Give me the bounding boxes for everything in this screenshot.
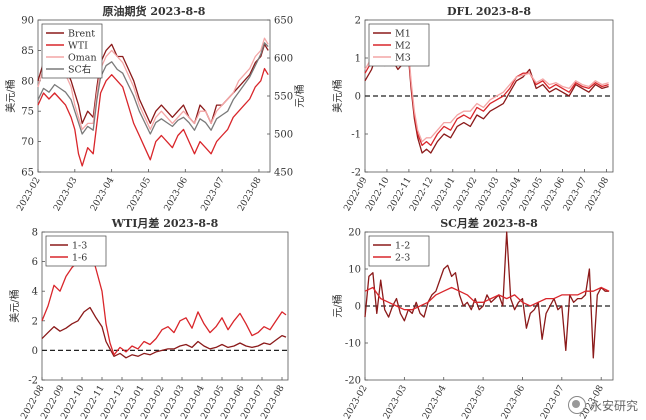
x-tick-label: 2023-04 <box>89 176 116 214</box>
legend-label: 2-3 <box>395 253 410 264</box>
x-tick-label: 2023-02 <box>15 176 42 213</box>
legend-label: M1 <box>395 29 411 40</box>
chart-title: WTI月差 2023-8-8 <box>111 216 219 230</box>
y-tick-label: 2 <box>32 316 38 327</box>
series-line-SC右 <box>37 42 269 135</box>
legend-label: M2 <box>395 41 411 52</box>
series-line-1-3 <box>41 306 287 359</box>
wechat-logo-icon <box>567 396 586 414</box>
y-tick-label: 4 <box>32 287 38 298</box>
y-tick-label: -2 <box>351 168 361 179</box>
x-tick-label: 2023-08 <box>236 176 263 214</box>
chart-3: WTI月差 2023-8-8-202468美元/桶2022-082022-092… <box>8 216 289 420</box>
legend-label: SC右 <box>68 64 91 76</box>
watermark-logo: 永安研究 <box>567 396 638 414</box>
y2-tick-label: 500 <box>274 130 293 141</box>
legend-label: 1-2 <box>395 241 410 252</box>
y-tick-label: 1 <box>355 54 361 65</box>
y-tick-label: 20 <box>348 228 361 239</box>
y-axis-label: 美元/桶 <box>4 79 17 112</box>
legend-label: M3 <box>395 53 411 64</box>
series-line-1-2 <box>364 231 610 359</box>
y-tick-label: 65 <box>21 168 34 179</box>
y-tick-label: 80 <box>21 76 34 87</box>
x-tick-label: 2023-06 <box>163 176 190 214</box>
y2-tick-label: 550 <box>274 92 293 103</box>
legend-box <box>368 235 430 267</box>
y-axis-label: 美元/桶 <box>8 289 21 322</box>
y-tick-label: 70 <box>21 137 34 148</box>
x-tick-label: 2023-07 <box>200 176 227 214</box>
y-axis-label: 美元/桶 <box>331 79 344 112</box>
y2-axis-label: 元/桶 <box>293 84 306 107</box>
x-tick-label: 2023-05 <box>126 176 153 214</box>
series-line-Oman <box>37 37 269 131</box>
x-tick-label: 2023-07 <box>539 384 566 420</box>
y-tick-label: -10 <box>345 339 361 350</box>
series-line-2-3 <box>364 286 610 311</box>
y-tick-label: 0 <box>355 92 361 103</box>
y-tick-label: 90 <box>21 16 34 27</box>
x-tick-label: 2023-06 <box>500 384 527 420</box>
y-tick-label: 75 <box>21 107 34 118</box>
legend-label: Brent <box>68 29 95 40</box>
chart-title: 原油期货 2023-8-8 <box>103 4 206 18</box>
legend-label: 1-3 <box>72 241 87 252</box>
legend-label: 1-6 <box>72 253 87 264</box>
x-tick-label: 2023-05 <box>460 384 487 420</box>
y-tick-label: 10 <box>348 265 361 276</box>
watermark-text: 永安研究 <box>589 398 638 413</box>
x-tick-label: 2023-03 <box>52 176 79 214</box>
chart-title: SC月差 2023-8-8 <box>440 216 538 230</box>
x-tick-label: 2023-04 <box>421 384 448 420</box>
y-tick-label: -2 <box>28 376 38 387</box>
chart-title: DFL 2023-8-8 <box>447 5 531 18</box>
chart-1: 原油期货 2023-8-8 65 70 75 80 85 90 美元/桶 450 500 550 60… <box>4 4 306 213</box>
y-tick-label: 0 <box>355 302 361 313</box>
y-tick-label: 6 <box>32 257 38 268</box>
legend-label: Oman <box>68 53 97 64</box>
y-tick-label: -20 <box>345 376 361 387</box>
legend-box <box>45 235 107 267</box>
y-axis-label: 元/桶 <box>331 294 344 317</box>
y-tick-label: 2 <box>355 16 361 27</box>
y-tick-label: -1 <box>351 130 361 141</box>
chart-2: DFL 2023-8-8-2-1012美元/桶2022-092022-10202… <box>331 5 614 213</box>
y-tick-label: 8 <box>32 228 38 239</box>
series-line-WTI <box>37 67 269 167</box>
plot-frame <box>41 231 289 381</box>
y-tick-label: 0 <box>32 346 38 357</box>
y2-tick-label: 600 <box>274 54 293 65</box>
y2-tick-label: 650 <box>274 16 293 27</box>
x-tick-label: 2023-03 <box>382 384 409 420</box>
y2-tick-label: 450 <box>274 168 293 179</box>
chart-4: SC月差 2023-8-8 -20 -10 0 10 20 元/桶 2023-02 2023-0… <box>331 216 614 420</box>
x-tick-label: 2023-02 <box>342 384 369 420</box>
legend-label: WTI <box>68 41 88 52</box>
y-tick-label: 85 <box>21 46 34 57</box>
